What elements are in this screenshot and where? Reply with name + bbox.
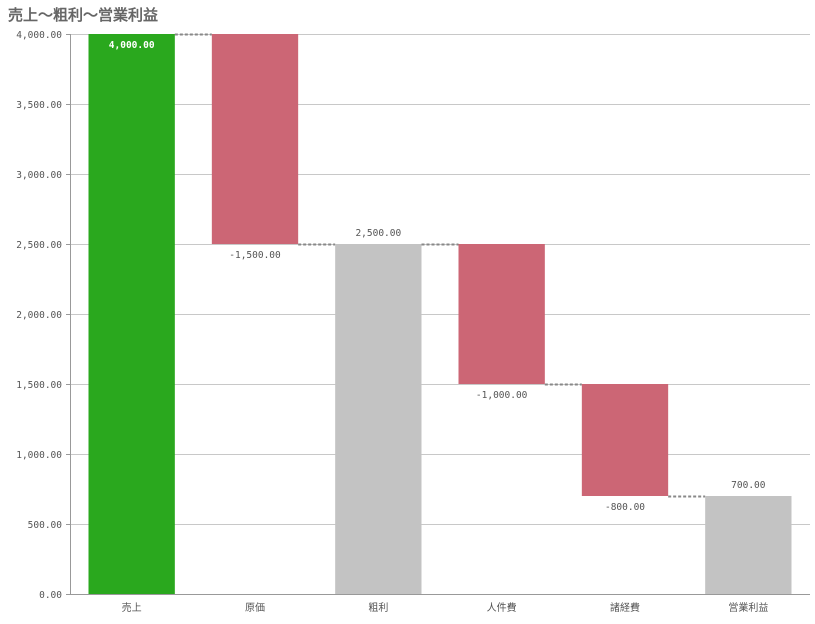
y-tick-label: 1,500.00 [16, 380, 62, 391]
x-category-label: 原価 [245, 601, 265, 614]
bar-6 [705, 496, 792, 594]
bar-3 [335, 244, 422, 594]
x-category-label: 諸経費 [610, 601, 640, 614]
chart-title: 売上～粗利～営業利益 [8, 6, 159, 24]
x-category-label: 営業利益 [728, 601, 768, 614]
data-label: 4,000.00 [109, 40, 155, 51]
gridlines [70, 34, 810, 595]
data-label: -1,000.00 [476, 390, 528, 401]
y-tick-label: 3,000.00 [16, 170, 62, 181]
bar-4 [458, 244, 545, 384]
y-tick-label: 500.00 [28, 520, 63, 531]
y-tick-label: 1,000.00 [16, 450, 62, 461]
connector-lines [174, 33, 706, 498]
y-tick-label: 3,500.00 [16, 100, 62, 111]
y-tick-label: 4,000.00 [16, 30, 62, 41]
data-label: -800.00 [605, 502, 645, 513]
data-labels: 4,000.00 -1,500.00 2,500.00 -1,000.00 -800.0… [109, 40, 766, 513]
y-tick-label: 2,000.00 [16, 310, 62, 321]
data-label: -1,500.00 [229, 250, 281, 261]
x-category-label: 人件費 [487, 601, 517, 614]
y-tick-label: 2,500.00 [16, 240, 62, 251]
y-tick-label: 0.00 [39, 590, 62, 601]
y-axis: 0.00 500.00 1,000.00 1,500.00 2,000.00 2,500.… [16, 30, 71, 601]
bar-2 [211, 34, 299, 244]
data-label: 700.00 [731, 480, 766, 491]
bars [88, 34, 792, 594]
data-label: 2,500.00 [355, 228, 401, 239]
bar-1 [88, 34, 175, 594]
x-category-label: 粗利 [368, 602, 388, 614]
bar-5 [581, 384, 669, 496]
x-axis: 売上 原価 粗利 人件費 諸経費 営業利益 [70, 594, 810, 614]
x-category-label: 売上 [122, 601, 142, 614]
